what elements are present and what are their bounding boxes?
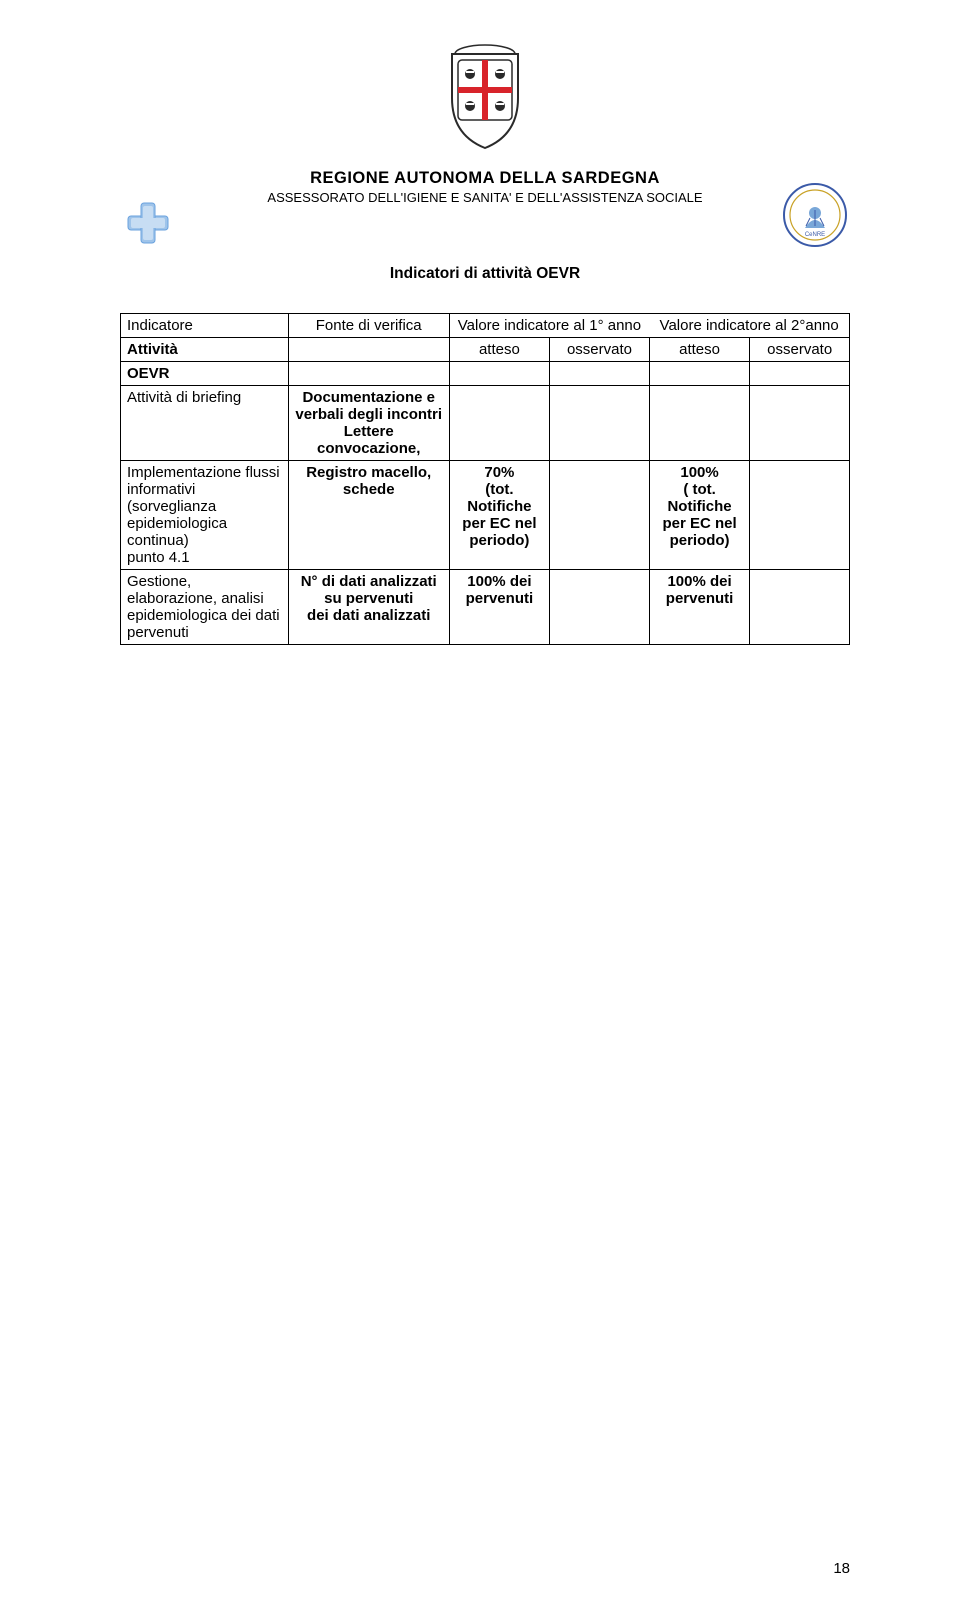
subhead-atteso: atteso (649, 338, 750, 362)
cenre-badge-right-icon: CeNRE (780, 180, 850, 255)
cell-empty (649, 362, 750, 386)
document-page: REGIONE AUTONOMA DELLA SARDEGNA ASSESSOR… (0, 0, 960, 1617)
cell-fonte: Registro macello, schede (288, 461, 449, 570)
region-title: REGIONE AUTONOMA DELLA SARDEGNA (120, 169, 850, 188)
department-title: ASSESSORATO DELL'IGIENE E SANITA' E DELL… (120, 190, 850, 205)
row-label-attivita: Attività (121, 338, 289, 362)
page-number: 18 (833, 1560, 850, 1577)
subhead-atteso: atteso (449, 338, 550, 362)
subhead-osservato: osservato (750, 338, 850, 362)
indicators-table: Indicatore Fonte di verifica Valore indi… (120, 313, 850, 645)
cell-empty (750, 362, 850, 386)
col-head-fonte: Fonte di verifica (288, 314, 449, 338)
cell-val1-osservato (550, 386, 650, 461)
col-head-val1: Valore indicatore al 1° anno (449, 314, 649, 338)
cell-activity: Gestione, elaborazione, analisi epidemio… (121, 570, 289, 645)
col-head-indicatore: Indicatore (121, 314, 289, 338)
cell-val1-atteso: 100% dei pervenuti (449, 570, 550, 645)
cell-fonte: Documentazione e verbali degli incontri … (288, 386, 449, 461)
cell-val1-osservato (550, 461, 650, 570)
cell-val2-osservato (750, 461, 850, 570)
cell-val1-osservato (550, 570, 650, 645)
cell-val1-atteso: 70% (tot. Notifiche per EC nel periodo) (449, 461, 550, 570)
cell-activity: Attività di briefing (121, 386, 289, 461)
subhead-osservato: osservato (550, 338, 650, 362)
cell-empty (449, 362, 550, 386)
cell-empty (288, 362, 449, 386)
page-header: REGIONE AUTONOMA DELLA SARDEGNA ASSESSOR… (120, 40, 850, 205)
table-row: Attività atteso osservato atteso osserva… (121, 338, 850, 362)
table-row: Indicatore Fonte di verifica Valore indi… (121, 314, 850, 338)
health-badge-left-icon (120, 195, 176, 256)
cell-fonte: N° di dati analizzati su pervenuti dei d… (288, 570, 449, 645)
section-title: Indicatori di attività OEVR (120, 265, 850, 283)
regional-crest-icon (438, 40, 533, 155)
cell-val2-atteso: 100% dei pervenuti (649, 570, 750, 645)
row-label-oevr: OEVR (121, 362, 289, 386)
cell-val2-atteso (649, 386, 750, 461)
table-row: OEVR (121, 362, 850, 386)
table-row: Gestione, elaborazione, analisi epidemio… (121, 570, 850, 645)
svg-text:CeNRE: CeNRE (805, 232, 825, 238)
cell-val2-osservato (750, 386, 850, 461)
cell-empty (550, 362, 650, 386)
table-row: Implementazione flussi informativi (sorv… (121, 461, 850, 570)
cell-empty (288, 338, 449, 362)
cell-val1-atteso (449, 386, 550, 461)
cell-val2-osservato (750, 570, 850, 645)
table-row: Attività di briefing Documentazione e ve… (121, 386, 850, 461)
col-head-val2: Valore indicatore al 2°anno (649, 314, 849, 338)
cell-activity: Implementazione flussi informativi (sorv… (121, 461, 289, 570)
cell-val2-atteso: 100% ( tot. Notifiche per EC nel periodo… (649, 461, 750, 570)
